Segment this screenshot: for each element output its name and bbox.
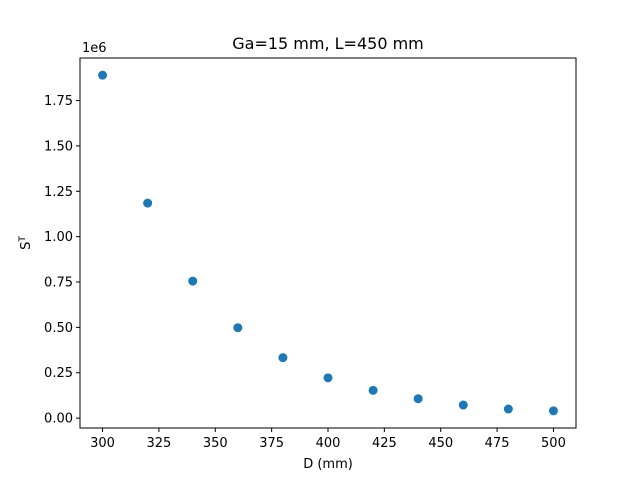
y-tick-label: 0.00	[44, 412, 73, 427]
x-tick-label: 325	[146, 436, 171, 451]
data-point	[323, 373, 333, 383]
data-point	[503, 404, 513, 414]
data-point	[278, 353, 288, 363]
axes-frame	[79, 57, 577, 429]
y-tick-label: 0.75	[44, 276, 73, 291]
x-tick-label: 375	[259, 436, 284, 451]
data-point	[548, 406, 558, 416]
data-point	[458, 400, 468, 410]
x-axis-ticks: 300 325 350 375 400 425 450 475 500	[90, 428, 566, 451]
x-tick-label: 300	[90, 436, 115, 451]
data-points	[98, 70, 558, 416]
x-tick-label: 475	[485, 436, 510, 451]
chart-title: Ga=15 mm, L=450 mm	[232, 34, 424, 53]
data-point	[188, 276, 198, 286]
y-tick-label: 1.75	[44, 94, 73, 109]
y-axis-label-base: S	[19, 242, 34, 250]
x-tick-label: 400	[316, 436, 341, 451]
y-tick-label: 0.50	[44, 321, 73, 336]
y-tick-label: 1.50	[44, 139, 73, 154]
y-axis-label: ST	[18, 236, 34, 250]
y-tick-label: 1.25	[44, 185, 73, 200]
x-axis-label: D (mm)	[303, 457, 353, 472]
data-point	[368, 385, 378, 395]
data-point	[143, 198, 153, 208]
x-tick-label: 350	[203, 436, 228, 451]
x-tick-label: 450	[428, 436, 453, 451]
y-axis-label-superscript: T	[18, 236, 28, 243]
x-tick-label: 500	[541, 436, 566, 451]
x-tick-label: 425	[372, 436, 397, 451]
y-axis-ticks: 0.00 0.25 0.50 0.75 1.00 1.25 1.50 1.75	[44, 94, 80, 427]
plot-area	[79, 57, 577, 429]
y-tick-label: 1.00	[44, 230, 73, 245]
data-point	[233, 323, 243, 333]
data-point	[413, 394, 423, 404]
y-axis-offset-text: 1e6	[82, 41, 107, 56]
y-tick-label: 0.25	[44, 366, 73, 381]
data-point	[98, 70, 108, 80]
